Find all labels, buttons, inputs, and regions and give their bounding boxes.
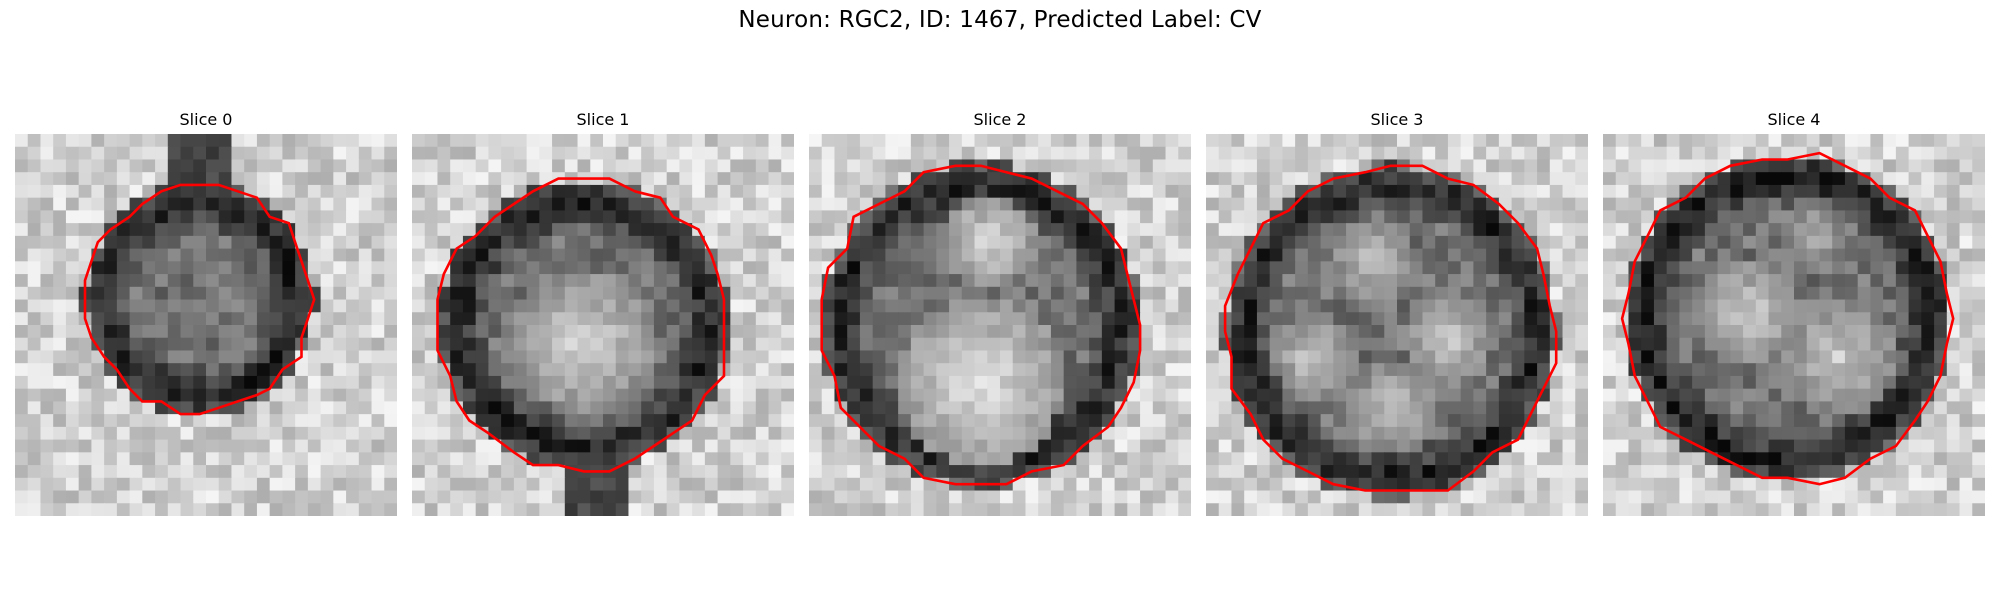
slice-2-image bbox=[809, 134, 1191, 516]
slice-0-title: Slice 0 bbox=[179, 110, 233, 129]
slice-3-title: Slice 3 bbox=[1370, 110, 1424, 129]
slice-4-title: Slice 4 bbox=[1767, 110, 1821, 129]
slice-4-canvas bbox=[1603, 134, 1985, 516]
slice-3-image bbox=[1206, 134, 1588, 516]
slice-2-canvas bbox=[809, 134, 1191, 516]
segmentation-contour bbox=[1620, 151, 1955, 486]
slice-1-title: Slice 1 bbox=[576, 110, 630, 129]
slice-2-title: Slice 2 bbox=[973, 110, 1027, 129]
segmentation-contour bbox=[1223, 164, 1558, 492]
slice-0-image bbox=[15, 134, 397, 516]
segmentation-contour bbox=[436, 177, 726, 473]
slice-0-canvas bbox=[15, 134, 397, 516]
slice-1-image bbox=[412, 134, 794, 516]
segmentation-contour bbox=[83, 183, 316, 416]
slice-1-canvas bbox=[412, 134, 794, 516]
slice-4-image bbox=[1603, 134, 1985, 516]
segmentation-contour bbox=[820, 164, 1142, 486]
slice-3-canvas bbox=[1206, 134, 1588, 516]
figure-title: Neuron: RGC2, ID: 1467, Predicted Label:… bbox=[738, 7, 1262, 33]
